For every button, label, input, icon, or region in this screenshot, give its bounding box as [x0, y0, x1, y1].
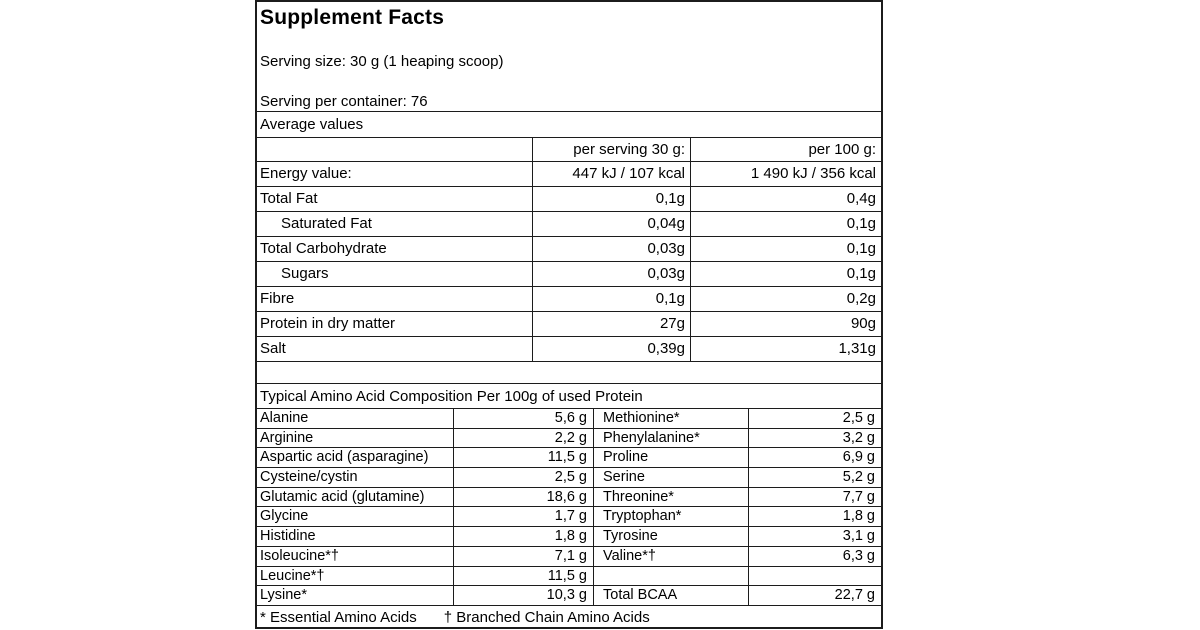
- nutrient-label: Salt: [257, 337, 533, 361]
- amino-value-right: 7,7 g: [842, 488, 875, 505]
- nutrient-value-per-serving: 0,03g: [533, 237, 691, 261]
- nutrient-label: Energy value:: [257, 162, 533, 186]
- amino-row: Leucine*† 11,5 g: [257, 566, 881, 587]
- nutrient-row-fibre: Fibre 0,1g 0,2g: [257, 287, 881, 312]
- nutrition-table: per serving 30 g: per 100 g: Energy valu…: [257, 138, 881, 362]
- amino-name-right: Serine: [594, 468, 749, 487]
- amino-value-left: 1,7 g: [454, 507, 594, 527]
- amino-name-right: Total BCAA: [594, 586, 749, 605]
- average-values-label: Average values: [257, 112, 881, 138]
- amino-name-right: Proline: [594, 448, 749, 468]
- nutrient-value-per-serving: 0,1g: [533, 287, 691, 311]
- nutrient-label: Protein in dry matter: [257, 312, 533, 336]
- column-header-blank: [257, 138, 533, 161]
- amino-value-right: 1,8 g: [842, 508, 875, 525]
- label-title: Supplement Facts: [260, 6, 445, 29]
- amino-name-right: Methionine*: [594, 409, 749, 428]
- amino-name-right: Tryptophan*: [594, 507, 749, 527]
- nutrient-value-per-serving: 0,39g: [533, 337, 691, 361]
- nutrient-row-protein: Protein in dry matter 27g 90g: [257, 312, 881, 337]
- nutrient-label: Total Carbohydrate: [257, 237, 533, 261]
- amino-value-right: 3,1 g: [842, 528, 875, 545]
- amino-row: Glutamic acid (glutamine) 18,6 g Threoni…: [257, 487, 881, 508]
- amino-row: Arginine 2,2 g Phenylalanine* 3,2 g: [257, 428, 881, 449]
- amino-name-left: Isoleucine*†: [257, 546, 454, 566]
- nutrient-value-per-serving: 27g: [533, 312, 691, 336]
- nutrient-row-total-carbohydrate: Total Carbohydrate 0,03g 0,1g: [257, 237, 881, 262]
- amino-value-right: [749, 567, 881, 586]
- column-header-per-serving: per serving 30 g:: [533, 138, 691, 161]
- column-header-per-100g: per 100 g:: [808, 141, 876, 158]
- amino-name-left: Arginine: [257, 428, 454, 448]
- amino-row: Aspartic acid (asparagine) 11,5 g Prolin…: [257, 448, 881, 469]
- nutrient-value-per-100g: 0,1g: [846, 240, 876, 257]
- amino-acid-table: Alanine 5,6 g Methionine* 2,5 g Arginine…: [257, 409, 881, 606]
- amino-name-right: Valine*†: [594, 546, 749, 566]
- nutrient-value-per-100g: 1 490 kJ / 356 kcal: [750, 165, 876, 182]
- nutrient-row-salt: Salt 0,39g 1,31g: [257, 337, 881, 362]
- amino-row: Glycine 1,7 g Tryptophan* 1,8 g: [257, 507, 881, 528]
- nutrient-row-total-fat: Total Fat 0,1g 0,4g: [257, 187, 881, 212]
- nutrient-row-sugars: Sugars 0,03g 0,1g: [257, 262, 881, 287]
- amino-name-left: Leucine*†: [257, 566, 454, 586]
- amino-value-left: 2,5 g: [454, 468, 594, 487]
- nutrient-value-per-100g: 0,2g: [846, 290, 876, 307]
- amino-name-right: Threonine*: [594, 487, 749, 507]
- footnote-bcaa: † Branched Chain Amino Acids: [443, 608, 650, 626]
- footnotes: * Essential Amino Acids † Branched Chain…: [257, 606, 881, 627]
- nutrient-value-per-100g: 0,1g: [846, 265, 876, 282]
- spacer-block: [257, 362, 881, 384]
- amino-row: Alanine 5,6 g Methionine* 2,5 g: [257, 409, 881, 429]
- nutrient-label: Saturated Fat: [257, 212, 533, 236]
- nutrient-value-per-100g: 90g: [850, 315, 876, 332]
- amino-value-left: 11,5 g: [454, 566, 594, 586]
- nutrient-value-per-serving: 0,03g: [533, 262, 691, 286]
- amino-value-left: 11,5 g: [454, 448, 594, 468]
- nutrient-value-per-serving: 447 kJ / 107 kcal: [533, 162, 691, 186]
- amino-value-left: 18,6 g: [454, 487, 594, 507]
- amino-value-right: 5,2 g: [842, 469, 875, 486]
- nutrient-row-saturated-fat: Saturated Fat 0,04g 0,1g: [257, 212, 881, 237]
- nutrient-label: Sugars: [257, 262, 533, 286]
- amino-name-left: Alanine: [257, 409, 454, 428]
- supplement-facts-label: Supplement Facts Serving size: 30 g (1 h…: [255, 0, 883, 629]
- amino-value-left: 5,6 g: [454, 409, 594, 428]
- nutrient-value-per-serving: 0,1g: [533, 187, 691, 211]
- amino-value-left: 2,2 g: [454, 428, 594, 448]
- amino-value-right: 3,2 g: [842, 429, 875, 446]
- amino-name-left: Cysteine/cystin: [257, 468, 454, 487]
- nutrient-label: Total Fat: [257, 187, 533, 211]
- amino-value-right: 6,9 g: [842, 449, 875, 466]
- nutrient-value-per-100g: 1,31g: [838, 340, 876, 357]
- amino-row: Lysine* 10,3 g Total BCAA 22,7 g: [257, 586, 881, 606]
- serving-size-text: Serving size: 30 g (1 heaping scoop): [260, 53, 504, 70]
- servings-per-container-text: Serving per container: 76: [260, 93, 428, 110]
- footnote-essential: * Essential Amino Acids: [260, 608, 417, 626]
- amino-section-header: Typical Amino Acid Composition Per 100g …: [257, 384, 881, 409]
- amino-value-left: 1,8 g: [454, 527, 594, 546]
- amino-value-right: 6,3 g: [842, 547, 875, 564]
- amino-value-left: 10,3 g: [454, 586, 594, 605]
- amino-name-left: Histidine: [257, 527, 454, 546]
- nutrient-value-per-100g: 0,4g: [846, 190, 876, 207]
- amino-row: Cysteine/cystin 2,5 g Serine 5,2 g: [257, 468, 881, 488]
- amino-name-right: Phenylalanine*: [594, 428, 749, 448]
- amino-name-right: [594, 566, 749, 586]
- amino-row: Histidine 1,8 g Tyrosine 3,1 g: [257, 527, 881, 547]
- amino-name-left: Aspartic acid (asparagine): [257, 448, 454, 468]
- amino-value-right: 2,5 g: [842, 410, 875, 426]
- nutrient-label: Fibre: [257, 287, 533, 311]
- nutrition-table-header-row: per serving 30 g: per 100 g:: [257, 138, 881, 162]
- amino-name-left: Glutamic acid (glutamine): [257, 487, 454, 507]
- amino-name-right: Tyrosine: [594, 527, 749, 546]
- nutrient-value-per-100g: 0,1g: [846, 215, 876, 232]
- amino-name-left: Glycine: [257, 507, 454, 527]
- amino-value-left: 7,1 g: [454, 546, 594, 566]
- nutrient-value-per-serving: 0,04g: [533, 212, 691, 236]
- amino-name-left: Lysine*: [257, 586, 454, 605]
- label-intro-section: Supplement Facts Serving size: 30 g (1 h…: [257, 2, 881, 112]
- amino-row: Isoleucine*† 7,1 g Valine*† 6,3 g: [257, 546, 881, 567]
- amino-value-right: 22,7 g: [834, 587, 875, 604]
- nutrient-row-energy: Energy value: 447 kJ / 107 kcal 1 490 kJ…: [257, 162, 881, 187]
